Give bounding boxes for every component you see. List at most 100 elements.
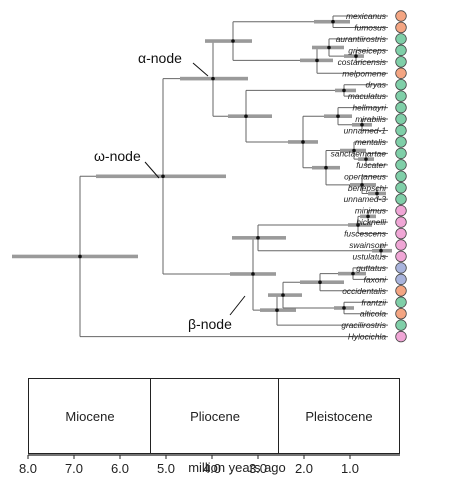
tip-marker (395, 33, 407, 45)
tip-marker (395, 136, 407, 148)
tip-marker (395, 124, 407, 137)
node-point (336, 114, 340, 118)
beta-node-label: β-node (188, 316, 232, 332)
node-point (356, 223, 360, 227)
tip-label: mirabilis (355, 114, 387, 124)
x-axis-tick-label: 5.0 (157, 461, 175, 476)
node-point (315, 58, 319, 63)
tip-label: fumosus (354, 22, 386, 32)
x-axis-tick-label: 6.0 (111, 461, 129, 476)
omega-pointer (144, 161, 160, 179)
confidence-bar (300, 280, 344, 285)
tip-label: maculatus (348, 91, 387, 101)
tip-marker (395, 204, 407, 217)
tip-marker (395, 78, 407, 91)
node-point (275, 308, 279, 312)
x-axis-tick-label: 3.0 (249, 461, 267, 476)
beta-pointer (229, 295, 246, 316)
confidence-bar (268, 293, 302, 297)
x-axis-tick-label: 7.0 (65, 461, 83, 476)
tip-marker (395, 319, 407, 331)
alpha-node-label: α-node (138, 50, 182, 66)
node-point (211, 76, 215, 81)
tip-label: minimus (355, 206, 387, 216)
node-point (366, 214, 370, 219)
node-point (352, 148, 356, 153)
x-axis-tick-label: 1.0 (341, 461, 359, 476)
tip-label: opertaneus (344, 171, 387, 181)
tip-marker (395, 67, 407, 79)
node-point (360, 183, 364, 187)
tip-label: alticola (360, 309, 386, 319)
node-point (331, 19, 335, 24)
tip-marker (395, 262, 407, 274)
tip-label: occidentalis (342, 286, 387, 296)
node-point (379, 248, 383, 253)
x-axis-tick-label: 2.0 (295, 461, 313, 476)
node-point (318, 280, 322, 285)
epoch-label: Pleistocene (305, 408, 373, 424)
tip-marker (395, 170, 407, 183)
node-point (244, 114, 248, 118)
alpha-pointer (192, 62, 209, 77)
tip-marker (395, 90, 407, 102)
epoch-miocene: Miocene (28, 378, 152, 454)
tip-label: costaricensis (338, 57, 387, 67)
tip-marker (395, 113, 407, 125)
confidence-bar (205, 39, 252, 43)
tip-marker (395, 308, 407, 320)
node-point (161, 174, 165, 179)
confidence-bar (96, 174, 226, 179)
tip-label: guttatus (356, 263, 387, 273)
node-point (360, 122, 364, 127)
node-point (375, 191, 379, 196)
node-point (78, 254, 82, 259)
node-point (364, 157, 368, 161)
node-point (342, 88, 346, 93)
tip-marker (395, 21, 407, 34)
tip-marker (395, 101, 407, 114)
tip-marker (395, 147, 407, 160)
node-point (301, 140, 305, 144)
tip-marker (395, 330, 407, 343)
confidence-bar (344, 54, 364, 58)
epoch-pliocene: Pliocene (150, 378, 280, 454)
tip-label: ustulatus (352, 251, 386, 261)
tip-label: sanctaemartae (331, 148, 387, 158)
tip-marker (395, 193, 407, 205)
tip-marker (395, 227, 407, 240)
tip-label: unnamed-1 (344, 126, 386, 136)
x-axis-tick-label: 8.0 (19, 461, 37, 476)
tip-marker (395, 159, 407, 171)
confidence-bar (228, 114, 272, 118)
tip-label: aurantiirostris (336, 34, 387, 44)
confidence-bar (348, 223, 372, 227)
tip-label: Hylocichla (348, 332, 387, 342)
tip-label: faxoni (364, 274, 387, 284)
node-point (251, 272, 255, 276)
tip-label: mentalis (355, 137, 387, 147)
tip-marker (395, 285, 407, 297)
node-point (324, 165, 328, 170)
tip-label: unnamed-3 (344, 194, 387, 204)
tip-marker (395, 56, 407, 68)
node-point (231, 39, 235, 43)
tip-label: hellmayri (352, 103, 387, 113)
tip-label: griseiceps (348, 45, 387, 55)
tip-label: fuscescens (344, 229, 387, 239)
tip-marker (395, 273, 407, 286)
tip-marker (395, 216, 407, 228)
tip-marker (395, 239, 407, 251)
tip-label: dryas (366, 80, 387, 90)
tip-marker (395, 250, 407, 263)
tip-label: berlepschi (348, 183, 387, 193)
omega-node-label: ω-node (94, 148, 141, 164)
tip-label: gracilirostris (341, 320, 386, 330)
tip-marker (395, 10, 407, 22)
axis-title: million years ago (188, 460, 286, 475)
tip-label: bicknelli (356, 217, 387, 227)
tip-label: swainsoni (349, 240, 387, 250)
node-point (354, 54, 358, 58)
node-point (342, 306, 346, 310)
